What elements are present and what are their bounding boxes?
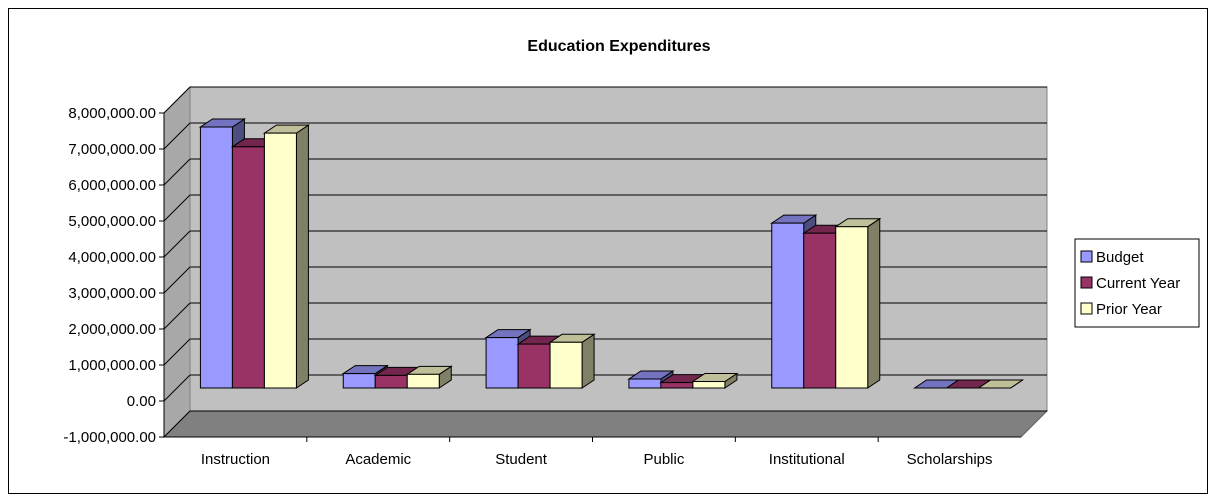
x-tick-label: Student — [495, 451, 548, 468]
bar-prior-year — [836, 219, 880, 388]
bar-front — [200, 127, 232, 388]
legend-swatch — [1081, 277, 1092, 288]
chart-legend: Budget Current Year Prior Year — [1075, 239, 1199, 327]
bar-front — [486, 338, 518, 388]
bar-prior-year — [407, 366, 451, 388]
bar-front — [804, 233, 836, 388]
floor — [164, 411, 1047, 437]
bar-front — [772, 223, 804, 388]
bar-side — [296, 125, 308, 388]
y-tick-label: 7,000,000.00 — [68, 141, 156, 158]
y-tick-label: 0.00 — [127, 393, 156, 410]
bar-front — [375, 375, 407, 388]
y-tick-label: 4,000,000.00 — [68, 249, 156, 266]
bar-front — [407, 374, 439, 388]
y-tick-label: 8,000,000.00 — [68, 105, 156, 122]
y-tick-label: 5,000,000.00 — [68, 213, 156, 230]
y-tick-label: 3,000,000.00 — [68, 285, 156, 302]
x-tick-label: Scholarships — [907, 451, 993, 468]
bar-front — [550, 342, 582, 388]
bar-prior-year — [550, 334, 594, 388]
bar-front — [264, 133, 296, 388]
x-tick-label: Institutional — [769, 451, 845, 468]
side-wall — [164, 87, 190, 437]
y-tick-label: 1,000,000.00 — [68, 357, 156, 374]
legend-label: Current Year — [1096, 275, 1180, 292]
x-axis-ticks: Instruction Academic Student Public Institut… — [164, 437, 1021, 468]
chart-title: Education Expenditures — [527, 38, 710, 55]
bar-side — [582, 334, 594, 388]
y-tick-label: 6,000,000.00 — [68, 177, 156, 194]
legend-label: Budget — [1096, 249, 1144, 266]
chart-svg: Education Expenditures 8,000,000.00 7,000… — [9, 9, 1209, 495]
chart-frame: Education Expenditures 8,000,000.00 7,000… — [8, 8, 1208, 494]
legend-label: Prior Year — [1096, 301, 1162, 318]
bar-front — [629, 379, 661, 388]
bar-front — [693, 382, 725, 388]
y-tick-label: 2,000,000.00 — [68, 321, 156, 338]
bar-front — [232, 147, 264, 388]
bar-front — [661, 383, 693, 388]
x-tick-label: Instruction — [201, 451, 270, 468]
bar-front — [836, 227, 868, 388]
y-axis-ticks: 8,000,000.00 7,000,000.00 6,000,000.00 5,00… — [63, 105, 164, 446]
x-tick-label: Public — [643, 451, 684, 468]
bar-front — [343, 374, 375, 388]
back-wall — [190, 87, 1047, 411]
bar-side — [868, 219, 880, 388]
y-tick-label: -1,000,000.00 — [63, 429, 156, 446]
x-tick-label: Academic — [345, 451, 411, 468]
legend-swatch — [1081, 251, 1092, 262]
bar-front — [518, 344, 550, 388]
bar-prior-year — [264, 125, 308, 388]
legend-swatch — [1081, 303, 1092, 314]
